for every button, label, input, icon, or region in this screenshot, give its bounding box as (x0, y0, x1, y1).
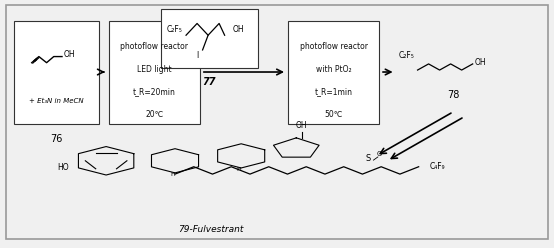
Text: 50℃: 50℃ (324, 110, 343, 119)
Text: photoflow reactor: photoflow reactor (120, 42, 188, 51)
Text: photoflow reactor: photoflow reactor (300, 42, 367, 51)
Text: + Et₃N in MeCN: + Et₃N in MeCN (29, 98, 84, 104)
Text: 77: 77 (203, 77, 216, 87)
Text: 20℃: 20℃ (145, 110, 163, 119)
Text: O: O (376, 151, 382, 157)
FancyBboxPatch shape (288, 21, 379, 124)
Text: t_R=1min: t_R=1min (315, 88, 352, 96)
Text: S: S (365, 154, 371, 163)
Text: 79-Fulvestrant: 79-Fulvestrant (178, 225, 244, 234)
FancyBboxPatch shape (13, 21, 99, 124)
FancyBboxPatch shape (109, 21, 200, 124)
Text: HO: HO (57, 163, 69, 172)
FancyBboxPatch shape (6, 5, 548, 239)
Text: OH: OH (63, 50, 75, 59)
Text: I: I (196, 51, 198, 60)
Text: OH: OH (233, 25, 244, 34)
Text: OH: OH (474, 58, 486, 67)
Text: OH: OH (296, 122, 307, 130)
FancyBboxPatch shape (161, 9, 258, 68)
Text: H: H (236, 167, 241, 172)
Text: C₄F₉: C₄F₉ (430, 162, 445, 171)
Text: 78: 78 (447, 90, 460, 100)
Text: LED light: LED light (137, 65, 172, 74)
Text: C₂F₅: C₂F₅ (398, 51, 414, 60)
Text: H: H (170, 172, 175, 177)
Text: t_R=20min: t_R=20min (133, 88, 176, 96)
Text: C₂F₅: C₂F₅ (167, 25, 183, 34)
Text: 76: 76 (50, 134, 63, 144)
Text: with PtO₂: with PtO₂ (316, 65, 351, 74)
